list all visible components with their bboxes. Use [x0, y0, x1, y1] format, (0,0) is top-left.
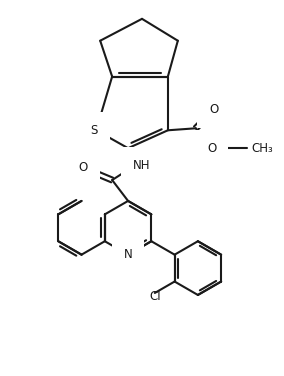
Text: S: S: [91, 124, 98, 137]
Text: N: N: [124, 248, 132, 261]
Text: O: O: [209, 103, 218, 116]
Text: O: O: [79, 161, 88, 174]
Text: Cl: Cl: [149, 290, 161, 303]
Text: CH₃: CH₃: [251, 142, 273, 155]
Text: O: O: [207, 142, 216, 155]
Text: NH: NH: [133, 159, 151, 171]
